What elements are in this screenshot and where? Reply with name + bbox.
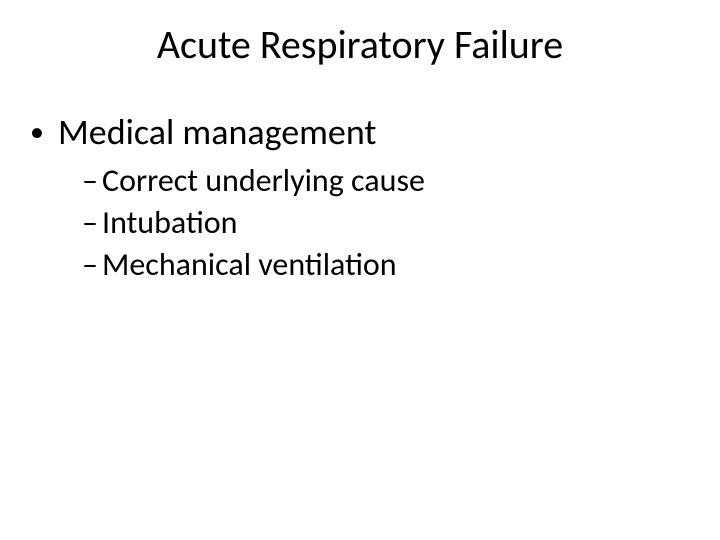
bullet-level2-group: – Correct underlying cause – Intubation … xyxy=(82,160,690,286)
bullet-level2-text: Intubation xyxy=(102,202,237,244)
bullet-dash-icon: – xyxy=(82,160,102,202)
bullet-level2-text: Mechanical ventilation xyxy=(102,244,397,286)
bullet-level1-text: Medical management xyxy=(58,110,376,154)
slide: Acute Respiratory Failure • Medical mana… xyxy=(0,0,720,540)
bullet-level1-item: • Medical management xyxy=(30,110,690,154)
bullet-level2-item: – Intubation xyxy=(82,202,690,244)
bullet-level2-item: – Correct underlying cause xyxy=(82,160,690,202)
bullet-dot-icon: • xyxy=(30,110,58,154)
slide-body: • Medical management – Correct underlyin… xyxy=(30,110,690,286)
bullet-dash-icon: – xyxy=(82,202,102,244)
bullet-level2-item: – Mechanical ventilation xyxy=(82,244,690,286)
bullet-level2-text: Correct underlying cause xyxy=(102,160,425,202)
slide-title: Acute Respiratory Failure xyxy=(0,20,720,69)
bullet-dash-icon: – xyxy=(82,244,102,286)
